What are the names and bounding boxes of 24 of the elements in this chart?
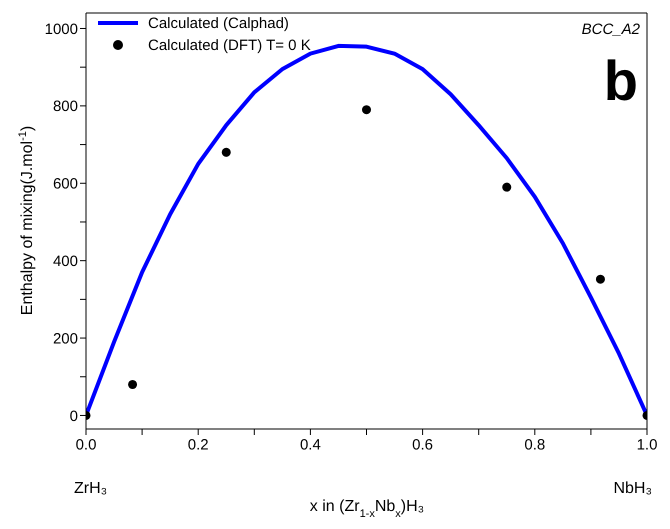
- x-tick-label: 0.0: [76, 436, 96, 454]
- annotation: b: [604, 49, 638, 112]
- x-tick-label: 0.4: [300, 436, 321, 454]
- y-tick-label: 600: [52, 176, 78, 193]
- y-tick-label: 200: [52, 330, 78, 348]
- point: [596, 274, 605, 284]
- annotation: BCC_A2: [582, 21, 641, 38]
- x-axis-title: x in (Zr$_{1-x}$Nb$_{x}$)H₃: [310, 498, 424, 520]
- x-tick-label: 0.8: [524, 436, 546, 454]
- text: ZrH₃: [74, 480, 108, 497]
- x-tick-label: 0.2: [188, 436, 209, 454]
- text: NbH₃: [613, 480, 652, 497]
- y-tick-label: 800: [52, 98, 78, 116]
- point: [362, 105, 372, 114]
- point: [128, 380, 138, 390]
- x-tick-label: 1.0: [636, 436, 658, 454]
- x-tick-label: 0.6: [412, 436, 434, 454]
- y-tick-label: 400: [52, 252, 78, 270]
- legend-label: Calculated (Calphad): [148, 15, 289, 32]
- point: [502, 182, 512, 192]
- legend-label: Calculated (DFT) T= 0 K: [148, 37, 311, 54]
- point: [222, 148, 231, 157]
- y-tick-label: 0: [70, 408, 78, 425]
- y-tick-label: 1000: [44, 20, 78, 38]
